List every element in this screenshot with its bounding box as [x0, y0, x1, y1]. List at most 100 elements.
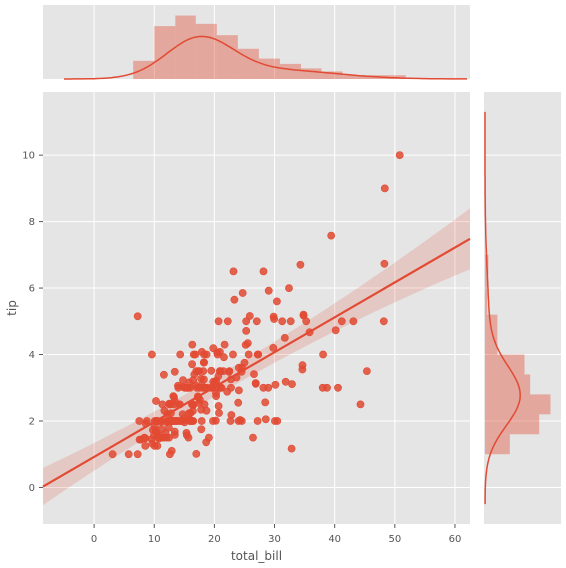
y-tick-label: 10 [22, 151, 35, 162]
top-hist-bar [216, 35, 238, 79]
scatter-point [154, 434, 163, 443]
scatter-point [240, 358, 249, 367]
scatter-point [199, 358, 208, 367]
y-axis-label: tip [5, 300, 19, 316]
x-tick-label: 50 [388, 534, 401, 545]
top-hist-bar [133, 60, 155, 79]
scatter-point [380, 184, 389, 193]
right-hist-bar [485, 374, 531, 395]
scatter-point [349, 317, 358, 326]
scatter-point [169, 400, 178, 409]
scatter-point [170, 430, 179, 439]
scatter-point [209, 417, 217, 425]
scatter-point [202, 350, 211, 359]
scatter-point [197, 425, 206, 434]
scatter-point [199, 375, 208, 384]
scatter-point [242, 317, 251, 326]
scatter-point [174, 383, 183, 392]
scatter-point [251, 379, 260, 387]
scatter-point [133, 450, 142, 459]
scatter-point [215, 409, 223, 417]
top-hist-bar [195, 23, 217, 79]
scatter-point [259, 383, 268, 392]
scatter-point [261, 398, 270, 407]
scatter-point [184, 433, 193, 442]
scatter-point [245, 312, 254, 320]
scatter-point [133, 312, 142, 321]
scatter-point [229, 350, 237, 359]
scatter-point [356, 400, 365, 409]
scatter-point [269, 312, 278, 321]
scatter-point [188, 407, 197, 415]
scatter-point [269, 343, 278, 352]
scatter-point [170, 367, 179, 376]
right-hist-bar [485, 414, 540, 435]
scatter-point [362, 367, 371, 375]
scatter-point [261, 415, 270, 424]
scatter-point [296, 260, 305, 269]
scatter-point [202, 406, 211, 415]
top-hist-bar [175, 15, 196, 79]
x-tick-label: 10 [148, 534, 161, 545]
scatter-point [147, 350, 156, 359]
scatter-point [213, 350, 222, 359]
right-hist-bar [485, 434, 510, 455]
scatter-point [264, 286, 273, 295]
scatter-point [271, 380, 280, 389]
scatter-point [234, 417, 243, 425]
scatter-point [188, 340, 197, 349]
scatter-point [299, 311, 308, 320]
scatter-point [319, 350, 327, 359]
scatter-point [165, 450, 174, 459]
y-tick-label: 8 [29, 217, 35, 228]
scatter-point [259, 267, 268, 276]
scatter-point [189, 376, 198, 384]
top-hist-bar [342, 75, 364, 79]
scatter-point [254, 350, 263, 359]
right-hist-bar [485, 274, 488, 295]
scatter-point [238, 289, 247, 297]
y-tick-label: 2 [29, 416, 35, 427]
top-marginal [43, 5, 470, 80]
scatter-point [234, 386, 243, 395]
x-tick-label: 30 [268, 534, 281, 545]
scatter-point [249, 433, 257, 442]
right-hist-bar [485, 394, 551, 415]
y-tick-label: 0 [29, 483, 35, 494]
scatter-point [223, 387, 232, 396]
scatter-point [141, 441, 150, 450]
scatter-point [323, 383, 331, 392]
scatter-point [223, 317, 232, 326]
scatter-point [202, 438, 211, 447]
top-hist-bar [258, 58, 280, 79]
regression-line [42, 237, 471, 488]
scatter-point [278, 317, 287, 326]
scatter-point [379, 317, 388, 326]
scatter-point [188, 360, 196, 369]
scatter-point [288, 380, 296, 388]
scatter-point [214, 317, 223, 326]
scatter-point [286, 317, 295, 326]
scatter-point [229, 267, 238, 276]
right-marginal [484, 92, 561, 524]
top-kde-curve [64, 35, 467, 80]
top-hist-bar [279, 63, 302, 79]
scatter-point [170, 393, 178, 401]
scatter-point [250, 370, 258, 378]
x-tick-label: 0 [91, 534, 97, 545]
scatter-point [108, 450, 117, 459]
scatter-point [327, 231, 336, 240]
x-tick-label: 20 [208, 534, 221, 545]
scatter-point [234, 398, 243, 407]
top-hist-bar [237, 48, 259, 79]
scatter-point [207, 366, 216, 375]
top-marginal-background [43, 5, 470, 79]
scatter-point [241, 340, 250, 349]
right-kde-curve [484, 111, 521, 505]
scatter-point [136, 435, 145, 444]
scatter-point [189, 350, 198, 359]
scatter-point [334, 383, 342, 392]
scatter-point [244, 350, 253, 359]
scatter-point [176, 350, 185, 359]
scatter-point [195, 383, 204, 392]
